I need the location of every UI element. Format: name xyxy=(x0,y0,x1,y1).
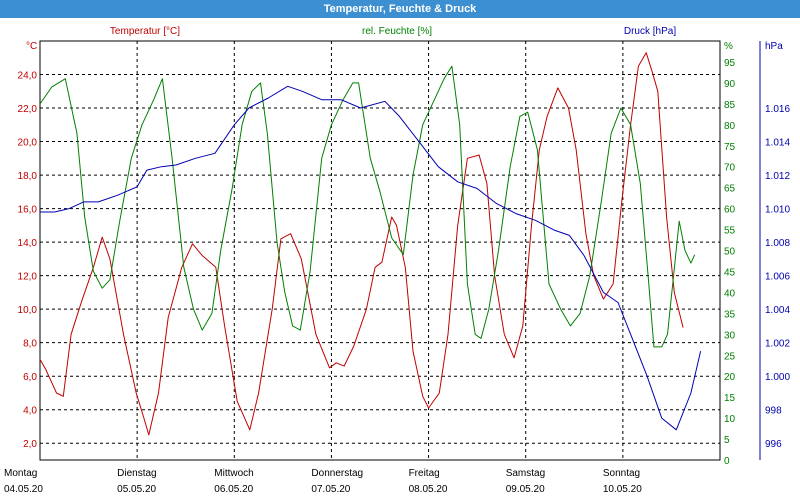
humidity-tick-label: 55 xyxy=(724,226,736,237)
temperature-tick-label: 16,0 xyxy=(18,205,38,216)
humidity-tick-label: 40 xyxy=(724,288,736,299)
legend-humidity: rel. Feuchte [%] xyxy=(362,26,432,37)
humidity-tick-label: 45 xyxy=(724,267,736,278)
pressure-tick-label: 998 xyxy=(765,406,782,417)
x-tick-date: 04.05.20 xyxy=(4,484,43,495)
temperature-tick-label: 22,0 xyxy=(18,104,38,115)
temperature-tick-label: 8,0 xyxy=(23,339,37,350)
x-tick-day: Donnerstag xyxy=(311,468,363,479)
humidity-tick-label: 5 xyxy=(724,435,730,446)
humidity-tick-label: 60 xyxy=(724,205,736,216)
pressure-series-line xyxy=(40,85,702,431)
x-tick-date: 05.05.20 xyxy=(117,484,156,495)
window-title: Temperatur, Feuchte & Druck xyxy=(323,3,477,15)
temperature-unit-label: °C xyxy=(26,41,37,52)
humidity-tick-label: 35 xyxy=(724,309,736,320)
x-tick-day: Samstag xyxy=(506,468,545,479)
humidity-tick-label: 50 xyxy=(724,247,736,258)
humidity-series-line xyxy=(39,65,696,348)
x-tick-day: Freitag xyxy=(409,468,440,479)
window-title-bar: Temperatur, Feuchte & Druck xyxy=(0,0,800,18)
humidity-tick-label: 20 xyxy=(724,372,736,383)
temperature-tick-label: 2,0 xyxy=(23,439,37,450)
pressure-tick-label: 1.012 xyxy=(765,171,790,182)
x-tick-day: Mittwoch xyxy=(214,468,253,479)
x-tick-day: Montag xyxy=(4,468,37,479)
temperature-tick-label: 12,0 xyxy=(18,272,38,283)
x-tick-date: 06.05.20 xyxy=(214,484,253,495)
humidity-tick-label: 80 xyxy=(724,121,736,132)
pressure-tick-label: 1.014 xyxy=(765,138,790,149)
temperature-tick-label: 14,0 xyxy=(18,238,38,249)
humidity-unit-label: % xyxy=(724,41,733,52)
humidity-tick-label: 0 xyxy=(724,456,730,467)
plot-frame xyxy=(39,40,721,461)
humidity-tick-label: 25 xyxy=(724,351,736,362)
pressure-tick-label: 996 xyxy=(765,439,782,450)
humidity-tick-label: 30 xyxy=(724,330,736,341)
pressure-unit-label: hPa xyxy=(765,41,783,52)
x-tick-day: Dienstag xyxy=(117,468,156,479)
humidity-tick-label: 70 xyxy=(724,163,736,174)
x-tick-date: 08.05.20 xyxy=(409,484,448,495)
temperature-tick-label: 24,0 xyxy=(18,71,38,82)
x-tick-date: 09.05.20 xyxy=(506,484,545,495)
humidity-tick-label: 75 xyxy=(724,142,736,153)
x-tick-day: Sonntag xyxy=(603,468,640,479)
temperature-series-line xyxy=(39,52,684,436)
humidity-tick-label: 85 xyxy=(724,100,736,111)
legend-pressure: Druck [hPa] xyxy=(624,26,676,37)
pressure-tick-label: 1.004 xyxy=(765,305,790,316)
pressure-tick-label: 1.016 xyxy=(765,104,790,115)
x-tick-date: 07.05.20 xyxy=(311,484,350,495)
temperature-tick-label: 20,0 xyxy=(18,138,38,149)
pressure-tick-label: 1.008 xyxy=(765,238,790,249)
humidity-tick-label: 15 xyxy=(724,393,736,404)
humidity-tick-label: 10 xyxy=(724,414,736,425)
pressure-tick-label: 1.010 xyxy=(765,205,790,216)
temperature-tick-label: 6,0 xyxy=(23,372,37,383)
x-tick-date: 10.05.20 xyxy=(603,484,642,495)
humidity-tick-label: 90 xyxy=(724,79,736,90)
temperature-tick-label: 18,0 xyxy=(18,171,38,182)
temperature-tick-label: 10,0 xyxy=(18,305,38,316)
humidity-tick-label: 65 xyxy=(724,184,736,195)
legend-temperature: Temperatur [°C] xyxy=(110,26,180,37)
pressure-tick-label: 1.002 xyxy=(765,339,790,350)
pressure-tick-label: 1.000 xyxy=(765,372,790,383)
temperature-tick-label: 4,0 xyxy=(23,406,37,417)
humidity-tick-label: 95 xyxy=(724,58,736,69)
pressure-tick-label: 1.006 xyxy=(765,272,790,283)
